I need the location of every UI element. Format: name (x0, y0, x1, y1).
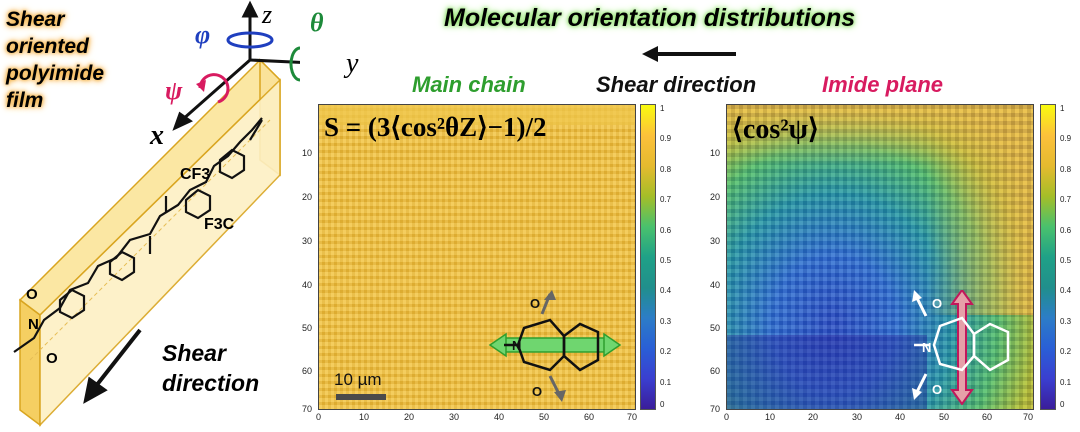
imide-molecule-left: O N O (488, 290, 622, 402)
panel-left-label: Main chain (412, 72, 526, 97)
x-tick: 70 (627, 412, 638, 422)
scale-bar-label: 10 µm (334, 370, 382, 389)
film-schematic (13, 0, 300, 427)
shear-direction-top: Shear direction (596, 72, 757, 97)
y-tick: 20 (302, 192, 313, 202)
colorbar-tick: 0.3 (1060, 317, 1072, 326)
y-tick: 50 (302, 323, 313, 333)
y-tick: 60 (302, 366, 313, 376)
theta-rotation-arrow (289, 46, 300, 82)
x-tick: 30 (852, 412, 863, 422)
colorbar-tick: 0.4 (1060, 286, 1072, 295)
colorbar-tick: 0.6 (1060, 226, 1072, 235)
x-tick: 10 (765, 412, 776, 422)
colorbar-tick: 1 (1060, 104, 1065, 113)
svg-text:O: O (932, 296, 942, 311)
x-tick: 20 (808, 412, 819, 422)
axis-label-x: x (150, 120, 164, 151)
shear-direction-line: direction (162, 370, 260, 396)
svg-text:N: N (922, 340, 931, 355)
shear-direction-line: Shear (162, 340, 226, 366)
imide-molecule-right: O N O (912, 290, 1010, 405)
scale-bar (336, 394, 386, 400)
shear-direction-left: Shear direction (162, 338, 259, 398)
colorbar-tick: 0.8 (1060, 165, 1072, 174)
phi-rotation-arrow (226, 31, 274, 49)
axis-label-theta: θ (310, 8, 324, 37)
y-tick: 40 (710, 280, 721, 290)
colorbar-tick: 0.5 (1060, 256, 1072, 265)
colorbar-tick: 0.3 (660, 317, 672, 326)
y-tick: 30 (710, 236, 721, 246)
colorbar-tick: 0.5 (660, 256, 672, 265)
colorbar-tick: 0.4 (660, 286, 672, 295)
x-tick: 10 (359, 412, 370, 422)
x-tick: 30 (449, 412, 460, 422)
colorbar-tick: 0.8 (660, 165, 672, 174)
colorbar-tick: 0.7 (1060, 195, 1072, 204)
colorbar-tick: 0 (660, 400, 665, 409)
y-tick: 20 (710, 192, 721, 202)
axis-label-y: y (346, 48, 359, 79)
y-tick: 10 (710, 148, 721, 158)
x-tick: 40 (895, 412, 906, 422)
svg-text:O: O (532, 384, 542, 399)
svg-text:O: O (530, 296, 540, 311)
colorbar-tick: 0.2 (1060, 347, 1072, 356)
x-tick: 60 (584, 412, 595, 422)
cf3-top-label: CF3 (180, 166, 211, 183)
colorbar-tick: 0.7 (660, 195, 672, 204)
x-tick: 40 (494, 412, 505, 422)
axis-label-phi: φ (195, 20, 211, 49)
colorbar-tick: 0 (1060, 400, 1065, 409)
shear-arrow-top (642, 46, 736, 62)
nitrogen-label: N (28, 316, 39, 333)
axis-label-z: z (262, 0, 273, 29)
colorbar-tick: 1 (660, 104, 665, 113)
colorbar-tick: 0.2 (660, 347, 672, 356)
film-label-line: polyimide (6, 62, 105, 85)
y-tick: 10 (302, 148, 313, 158)
psi-rotation-arrow (198, 73, 230, 104)
y-tick: 60 (710, 366, 721, 376)
colorbar-tick: 0.6 (660, 226, 672, 235)
colorbar-tick: 0.9 (660, 134, 672, 143)
polyimide-molecule (13, 117, 263, 353)
y-tick: 70 (710, 404, 721, 414)
x-tick: 50 (939, 412, 950, 422)
oxygen-label: O (46, 350, 58, 367)
x-tick: 50 (539, 412, 550, 422)
y-tick: 50 (710, 323, 721, 333)
svg-text:O: O (932, 382, 942, 397)
film-label-line: film (6, 89, 44, 112)
main-chain-map (318, 104, 636, 410)
y-tick: 40 (302, 280, 313, 290)
shear-arrow-left (83, 328, 142, 404)
x-tick: 60 (982, 412, 993, 422)
colorbar-right (1040, 104, 1056, 410)
colorbar-left (640, 104, 656, 410)
figure-title: Molecular orientation distributions (444, 4, 856, 32)
panel-right-label: Imide plane (822, 72, 944, 97)
colorbar-tick: 0.1 (1060, 378, 1072, 387)
film-label-line: oriented (6, 35, 89, 58)
colorbar-tick: 0.9 (1060, 134, 1072, 143)
x-tick: 0 (316, 412, 322, 422)
oxygen-label: O (26, 286, 38, 303)
main-chain-equation: S = (3⟨cos²θZ⟩−1)/2 (324, 112, 547, 142)
y-tick: 70 (302, 404, 313, 414)
imide-plane-equation: ⟨cos²ψ⟩ (732, 114, 819, 145)
x-tick: 20 (404, 412, 415, 422)
cf3-bottom-label: F3C (204, 216, 235, 233)
film-label: Shear oriented polyimide film (6, 6, 104, 114)
y-tick: 30 (302, 236, 313, 246)
colorbar-tick: 0.1 (660, 378, 672, 387)
x-tick: 70 (1023, 412, 1034, 422)
axis-label-psi: ψ (165, 76, 183, 105)
x-tick: 0 (724, 412, 730, 422)
film-label-line: Shear (6, 8, 65, 31)
imide-plane-map (726, 104, 1034, 410)
svg-text:N: N (512, 338, 521, 353)
